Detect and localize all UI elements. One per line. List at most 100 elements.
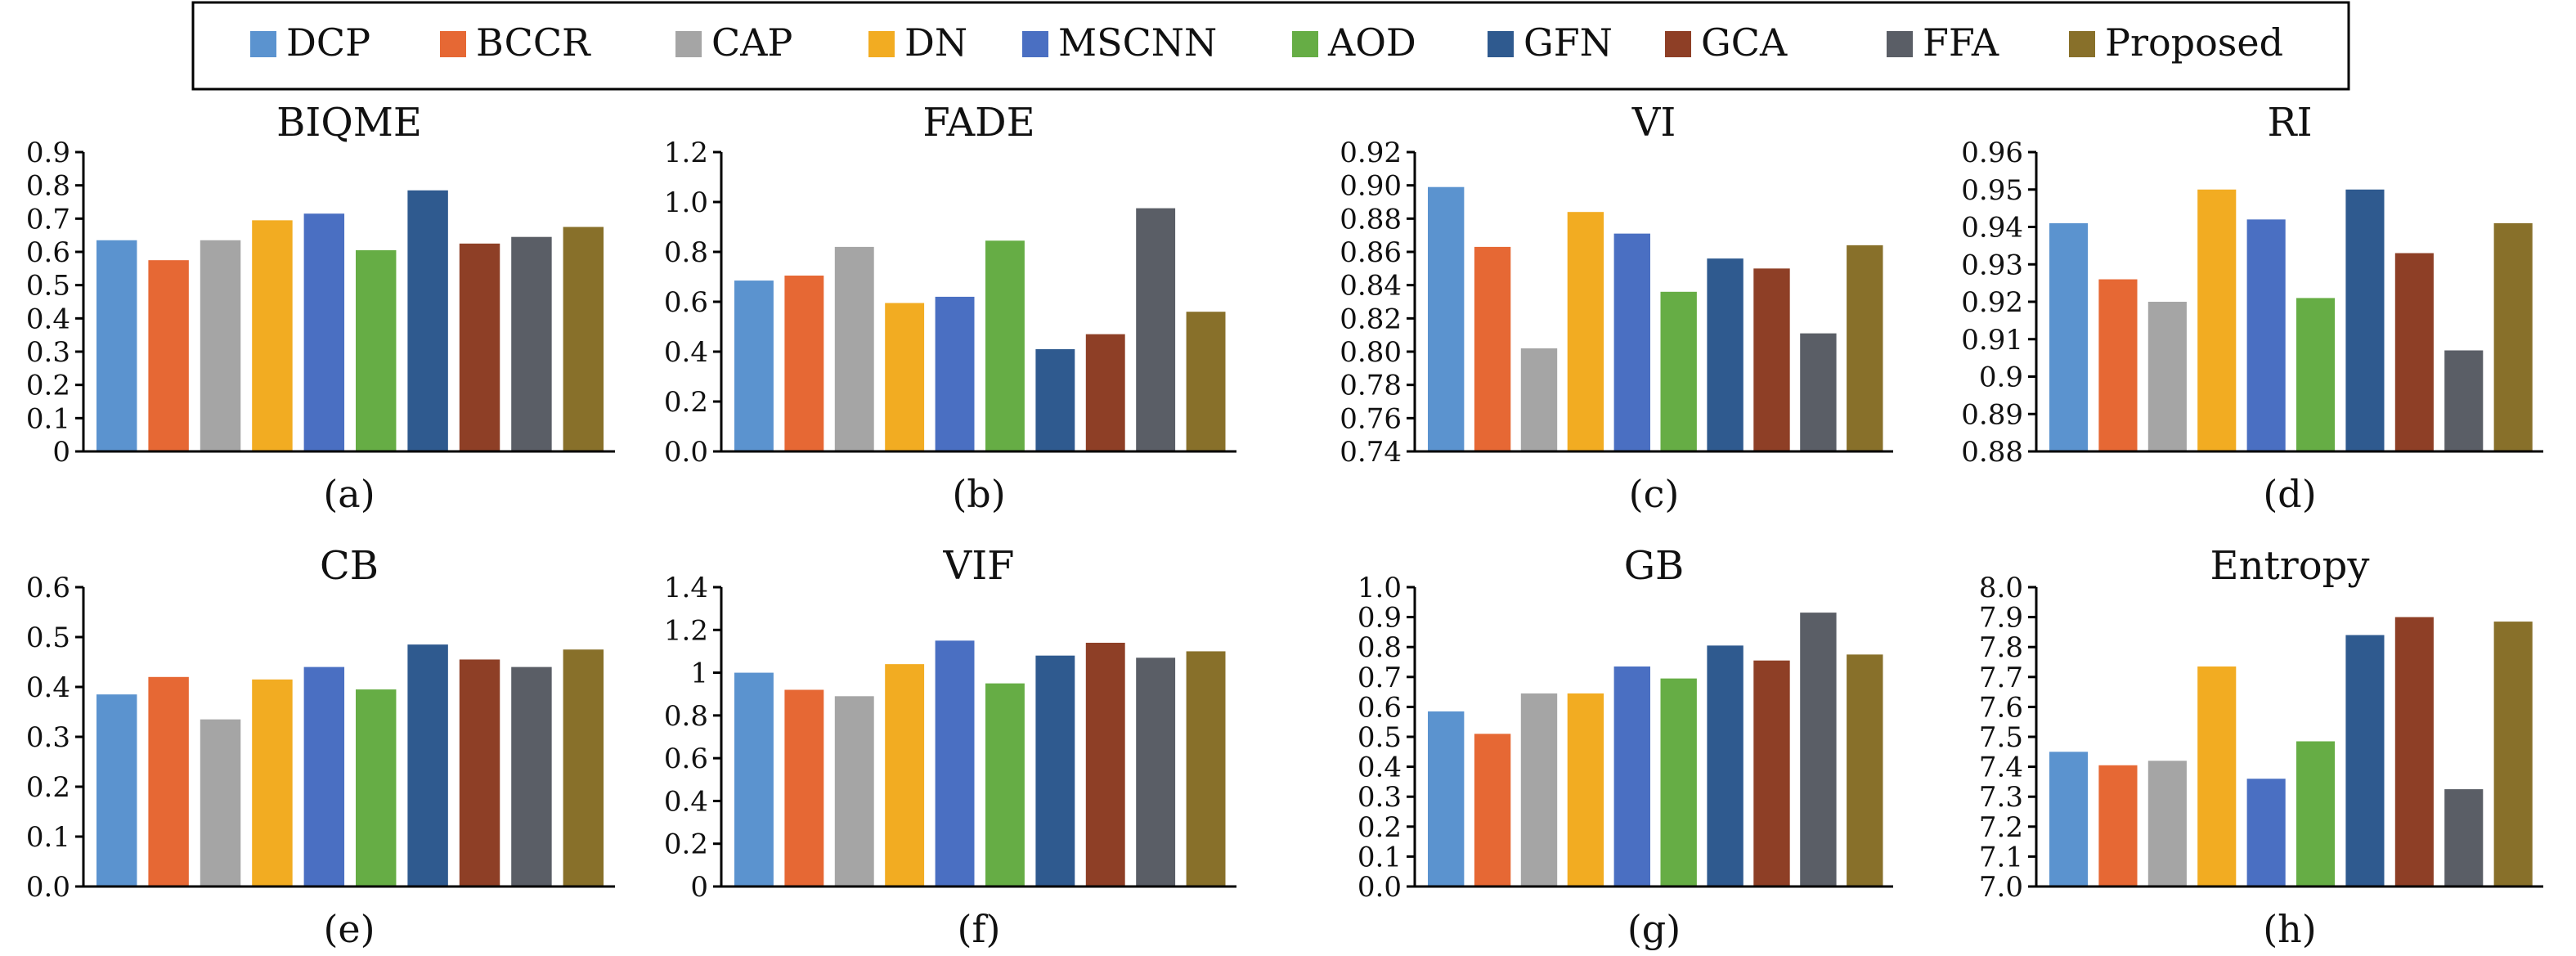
legend-entry-gfn: GFN bbox=[1488, 20, 1613, 65]
y-tick-label: 0.2 bbox=[26, 771, 70, 804]
y-tick-label: 0.2 bbox=[1358, 811, 1402, 844]
panel-vi: VI 0.740.760.780.800.820.840.860.880.900.… bbox=[1340, 100, 1893, 516]
bar-ri-gca bbox=[2394, 253, 2434, 451]
legend-entry-mscnn: MSCNN bbox=[1022, 20, 1217, 65]
y-tick-label: 0.91 bbox=[1961, 324, 2023, 357]
bar-cb-aod bbox=[356, 689, 397, 886]
bar-vi-bccr bbox=[1474, 246, 1511, 451]
y-tick-label: 0.0 bbox=[26, 871, 70, 904]
y-tick-label: 7.5 bbox=[1979, 721, 2023, 754]
y-tick-label: 1.2 bbox=[664, 614, 708, 647]
y-tick-label: 1.2 bbox=[664, 137, 708, 169]
panel-title-biqme: BIQME bbox=[276, 100, 422, 146]
bar-cb-gfn bbox=[407, 644, 448, 886]
bar-cb-dn bbox=[252, 679, 293, 886]
bar-vi-proposed bbox=[1847, 245, 1883, 451]
y-tick-label: 0.4 bbox=[26, 671, 70, 704]
bar-gb-dcp bbox=[1428, 711, 1465, 886]
panel-biqme: BIQME 00.10.20.30.40.50.60.70.80.9 (a) bbox=[26, 100, 615, 516]
bar-biqme-cap bbox=[200, 240, 241, 451]
y-tick-label: 0.90 bbox=[1340, 170, 1402, 203]
y-tick-label: 0.2 bbox=[664, 386, 708, 419]
bar-vif-dn bbox=[885, 664, 925, 886]
y-tick-label: 0.6 bbox=[26, 572, 70, 604]
y-tick-label: 0.5 bbox=[1358, 721, 1402, 754]
bar-cb-dcp bbox=[96, 694, 137, 886]
bar-vi-mscnn bbox=[1613, 233, 1650, 451]
bar-vif-dcp bbox=[734, 672, 774, 886]
bar-fade-proposed bbox=[1186, 312, 1226, 451]
bar-fade-cap bbox=[834, 246, 874, 451]
bar-vi-dn bbox=[1567, 212, 1604, 451]
bar-ri-dcp bbox=[2049, 222, 2089, 451]
y-tick-label: 0.7 bbox=[26, 203, 70, 236]
bar-ri-aod bbox=[2296, 298, 2336, 451]
chart-panels: BIQME00.10.20.30.40.50.60.70.80.9(a)FADE… bbox=[26, 100, 2543, 951]
bar-vi-aod bbox=[1660, 291, 1697, 451]
bar-biqme-bccr bbox=[148, 260, 189, 451]
y-tick-label: 0.78 bbox=[1340, 370, 1402, 402]
y-tick-label: 0.0 bbox=[1358, 871, 1402, 904]
bar-entropy-dn bbox=[2197, 666, 2237, 886]
legend-swatch-proposed bbox=[2069, 31, 2095, 57]
bar-entropy-proposed bbox=[2493, 622, 2533, 886]
y-tick-label: 0.80 bbox=[1340, 336, 1402, 369]
y-tick-label: 7.1 bbox=[1979, 841, 2023, 873]
bar-entropy-ffa bbox=[2444, 789, 2484, 886]
axes-vif bbox=[720, 587, 1236, 888]
axes-vi bbox=[1413, 152, 1893, 453]
legend-swatch-aod bbox=[1292, 31, 1318, 57]
panel-caption-fade: (b) bbox=[952, 472, 1005, 516]
bar-vi-cap bbox=[1520, 348, 1558, 451]
y-tick-label: 0.1 bbox=[26, 821, 70, 854]
panel-title-vi: VI bbox=[1631, 100, 1676, 146]
y-tick-label: 0.2 bbox=[664, 828, 708, 861]
y-tick-label: 0.95 bbox=[1961, 174, 2023, 207]
y-tick-label: 0.4 bbox=[664, 785, 708, 818]
y-tick-label: 7.0 bbox=[1979, 871, 2023, 904]
panel-title-ri: RI bbox=[2267, 100, 2312, 146]
y-tick-label: 1.0 bbox=[1358, 572, 1402, 604]
y-tick-label: 0.93 bbox=[1961, 249, 2023, 281]
legend-entry-ffa: FFA bbox=[1887, 20, 1999, 65]
bar-ri-proposed bbox=[2493, 222, 2533, 451]
bar-cb-mscnn bbox=[303, 667, 345, 886]
legend-swatch-ffa bbox=[1887, 31, 1913, 57]
panel-caption-ri: (d) bbox=[2263, 472, 2316, 516]
panel-title-fade: FADE bbox=[922, 100, 1034, 146]
y-tick-label: 1.0 bbox=[664, 186, 708, 219]
bar-ri-ffa bbox=[2444, 350, 2484, 451]
legend-label-dcp: DCP bbox=[286, 20, 370, 65]
y-tick-label: 0.8 bbox=[1358, 631, 1402, 664]
panel-caption-gb: (g) bbox=[1627, 907, 1681, 951]
bar-entropy-aod bbox=[2296, 741, 2336, 886]
panel-title-gb: GB bbox=[1624, 543, 1685, 589]
y-tick-label: 0.8 bbox=[664, 236, 708, 269]
bar-fade-aod bbox=[985, 240, 1025, 451]
bar-entropy-mscnn bbox=[2246, 779, 2286, 886]
panel-caption-biqme: (a) bbox=[323, 472, 375, 516]
bar-fade-dn bbox=[885, 303, 925, 451]
y-tick-label: 0.9 bbox=[26, 137, 70, 169]
legend-swatch-cap bbox=[675, 31, 702, 57]
legend-entry-bccr: BCCR bbox=[440, 20, 591, 65]
bar-vi-ffa bbox=[1800, 333, 1837, 451]
y-tick-label: 0.88 bbox=[1340, 203, 1402, 236]
bar-biqme-dcp bbox=[96, 240, 137, 451]
y-tick-label: 0.82 bbox=[1340, 303, 1402, 335]
legend-swatch-dn bbox=[868, 31, 895, 57]
bar-gb-mscnn bbox=[1613, 666, 1650, 886]
axes-entropy bbox=[2035, 587, 2543, 888]
bar-vi-gca bbox=[1753, 268, 1790, 451]
legend-label-dn: DN bbox=[904, 20, 967, 65]
legend-label-gfn: GFN bbox=[1524, 20, 1613, 65]
y-tick-label: 0 bbox=[52, 436, 70, 469]
y-tick-label: 8.0 bbox=[1979, 572, 2023, 604]
bar-gb-ffa bbox=[1800, 613, 1837, 886]
bar-fade-mscnn bbox=[935, 296, 975, 451]
bar-fade-gca bbox=[1085, 334, 1125, 451]
y-tick-label: 0.6 bbox=[1358, 691, 1402, 724]
y-tick-label: 1 bbox=[690, 658, 708, 690]
bar-vif-proposed bbox=[1186, 651, 1226, 886]
bar-biqme-gca bbox=[459, 243, 500, 451]
